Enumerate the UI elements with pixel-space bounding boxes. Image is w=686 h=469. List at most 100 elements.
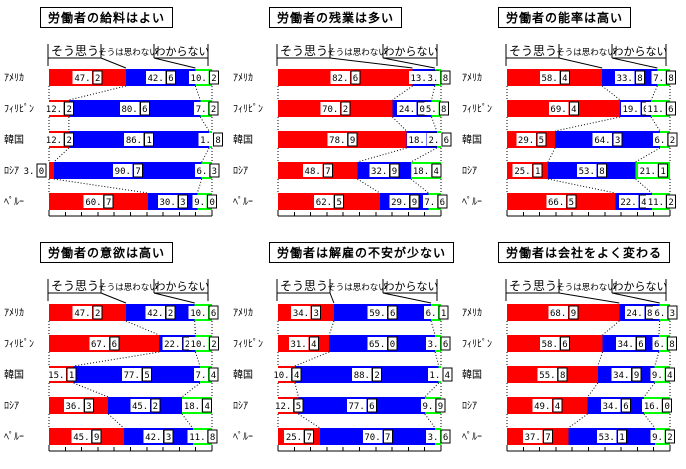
boundary-connector-dotted-line	[392, 85, 413, 101]
value-label-box	[422, 195, 437, 208]
legend-item-unknown: わからない	[154, 45, 210, 58]
value-label-decimal-text: 0	[420, 105, 425, 115]
value-label-decimal-box	[291, 367, 302, 382]
value-label-decimal-text: 3	[166, 433, 171, 443]
boundary-connector-dotted-line	[654, 351, 660, 367]
value-label-decimal-text: 2	[153, 402, 158, 412]
value-label-decimal-text: 8	[560, 371, 565, 381]
value-label-decimal-text: 7	[385, 433, 390, 443]
value-label-decimal-text: 8	[647, 309, 652, 319]
value-label-decimal-box	[103, 194, 114, 209]
value-label-decimal-box	[207, 429, 218, 444]
value-label-decimal-box	[440, 70, 451, 85]
value-label-decimal-text: 4	[205, 402, 210, 412]
value-label-text: 16.	[644, 402, 660, 412]
value-label-decimal-text: 2	[168, 309, 173, 319]
value-label-box	[577, 164, 597, 177]
chart-overtime: ｱﾒﾘｶﾌｨﾘﾋﾟﾝ韓国ﾛｼｱﾍﾟﾙｰ82.613.73.870.224.05.…	[229, 0, 457, 234]
value-label-decimal-box	[665, 101, 676, 116]
legend-connector-line	[153, 292, 195, 304]
value-label-decimal-box	[532, 163, 543, 178]
value-label-box	[650, 430, 665, 443]
value-label-decimal-text: 9	[412, 198, 417, 208]
value-label-box	[651, 71, 666, 84]
legend: そう思う そうは思わない わからない	[49, 276, 211, 293]
value-label-text: 22.	[620, 198, 636, 208]
value-label-decimal-text: 9	[634, 371, 639, 381]
country-label: 韓国	[233, 369, 253, 381]
value-label-box	[642, 399, 662, 412]
value-label-decimal-box	[382, 429, 393, 444]
value-label-decimal-text: 6	[623, 402, 628, 412]
value-label-decimal-text: 4	[434, 167, 439, 177]
value-label-text: 34.	[603, 402, 619, 412]
value-label-text: 58.	[542, 340, 558, 350]
value-label-decimal-box	[431, 163, 442, 178]
value-label-decimal-box	[387, 305, 398, 320]
value-label-decimal-box	[667, 132, 678, 147]
value-label-text: 6.	[655, 136, 666, 146]
value-label-decimal-text: 6	[444, 136, 449, 146]
boundary-connector-dotted-line	[650, 85, 658, 101]
value-label-box	[645, 102, 666, 115]
value-label-decimal-box	[64, 132, 75, 147]
value-label-box	[532, 399, 553, 412]
legend-item-disagree: そうは思わない	[327, 47, 387, 58]
value-label-box	[157, 195, 178, 208]
value-label-box	[540, 337, 560, 350]
value-label-text: 29.	[518, 136, 534, 146]
boundary-connector-dotted-line	[328, 320, 335, 336]
value-label-decimal-text: 5	[569, 198, 574, 208]
value-label-decimal-box	[667, 305, 678, 320]
value-label-text: 60.	[85, 198, 101, 208]
value-label-decimal-text: 4	[294, 371, 299, 381]
chart-motivation: ｱﾒﾘｶ ﾌｨﾘﾋﾟﾝ 韓国 ﾛｼｱ ﾍﾟﾙｰ 47. 2 42. 2 10. 6 67. 6 22. 2 1…	[0, 235, 228, 469]
value-label-decimal-text: 6	[668, 105, 673, 115]
value-label-decimal-box	[666, 194, 677, 209]
value-label-box	[314, 195, 334, 208]
boundary-connector-dotted-line	[107, 413, 125, 429]
legend-connector-line	[382, 57, 435, 69]
value-label-decimal-text: 3	[313, 309, 318, 319]
value-label-box	[89, 337, 109, 350]
value-label-decimal-text: 2	[66, 105, 71, 115]
boundary-connector-dotted-line	[410, 147, 438, 163]
country-label: ﾍﾟﾙｰ	[233, 196, 253, 208]
value-label-box	[113, 164, 133, 177]
boundary-connector-dotted-line	[597, 351, 603, 367]
legend-item-disagree: そうは思わない	[327, 282, 387, 293]
value-label-decimal-box	[664, 367, 675, 382]
value-label-text: 11.	[189, 433, 205, 443]
boundary-connector-dotted-line	[424, 382, 440, 398]
boundary-connector-dotted-line	[392, 116, 407, 132]
value-label-decimal-text: 7	[306, 433, 311, 443]
value-label-box	[130, 399, 150, 412]
value-label-decimal-box	[634, 70, 645, 85]
value-label-text: 19.	[622, 105, 638, 115]
value-label-decimal-text: 8	[215, 136, 220, 146]
value-label-decimal-text: 6	[112, 340, 117, 350]
value-label-box	[389, 195, 409, 208]
value-label-decimal-text: 9	[571, 309, 576, 319]
value-label-text: 29.	[391, 198, 407, 208]
value-label-text: 82.	[332, 74, 348, 84]
boundary-connector-dotted-line	[643, 382, 656, 398]
value-label-decimal-text: 2	[374, 371, 379, 381]
value-label-text: 12.	[46, 136, 62, 146]
value-label-box	[143, 430, 164, 443]
value-label-decimal-box	[139, 101, 150, 116]
value-label-box	[362, 430, 383, 443]
value-label-box	[539, 71, 560, 84]
value-label-box	[192, 195, 207, 208]
boundary-connector-dotted-line	[431, 85, 436, 101]
value-label-decimal-box	[437, 194, 448, 209]
value-label-box	[182, 399, 202, 412]
country-label: ﾍﾟﾙｰ	[233, 431, 253, 443]
value-label-decimal-text: 0	[39, 167, 44, 177]
value-label-text: 68.	[550, 309, 566, 319]
country-label: ﾛｼｱ	[233, 401, 248, 412]
legend-end-line	[505, 58, 667, 66]
value-label-text: 1.	[200, 136, 211, 146]
